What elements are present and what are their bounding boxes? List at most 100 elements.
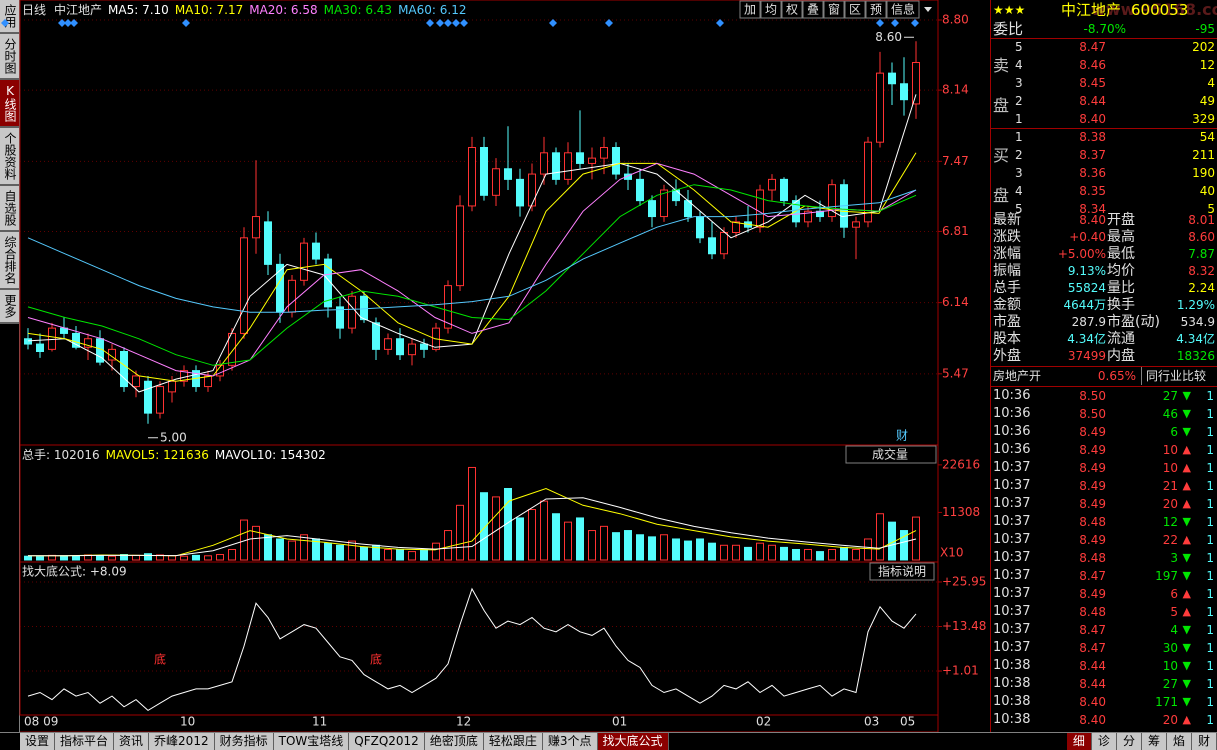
right-tab[interactable]: 细 <box>1066 733 1092 750</box>
candle-body <box>420 343 428 350</box>
book-volume: 211 <box>1192 148 1215 162</box>
trade-volume: 46 <box>1162 407 1178 421</box>
stat-value: 55824 <box>1067 281 1106 295</box>
sector-name: 房地产开 <box>993 369 1042 383</box>
volume-bar <box>24 555 32 561</box>
stat-value: 8.32 <box>1188 264 1215 278</box>
volume-bar <box>264 534 272 561</box>
toolbar-button[interactable] <box>781 0 803 19</box>
bottom-tab[interactable]: 赚3个点 <box>542 733 598 750</box>
stat-label: 外盘 <box>993 348 1021 364</box>
trade-arrow: ▲ <box>1182 497 1191 510</box>
toolbar-button[interactable] <box>886 0 920 19</box>
bottom-tab[interactable]: TOW宝塔线 <box>273 733 350 750</box>
bottom-tab[interactable]: 绝密顶底 <box>424 733 484 750</box>
trade-arrow: ▲ <box>1182 587 1191 600</box>
candle-body <box>576 152 584 164</box>
bottom-tab[interactable]: 指标平台 <box>55 733 115 750</box>
trade-volume: 10 <box>1162 443 1178 457</box>
toolbar-button[interactable] <box>823 0 845 19</box>
side-tab[interactable]: 分时图 <box>0 34 19 80</box>
stat-label: 市盈 <box>993 314 1021 330</box>
watermark: www.95168.com <box>1091 0 1217 19</box>
book-row: 3 8.36 190 <box>991 164 1217 182</box>
side-tab[interactable]: K线图 <box>0 80 19 128</box>
trade-row: 10:37 8.49 10 ▲ 1 <box>991 459 1217 477</box>
trade-count: 1 <box>1206 461 1214 475</box>
toolbar-button[interactable] <box>760 0 782 19</box>
trade-count: 1 <box>1206 497 1214 511</box>
signal-diamond <box>426 19 434 27</box>
toolbar-button[interactable] <box>802 0 824 19</box>
trade-row: 10:37 8.49 22 ▲ 1 <box>991 531 1217 549</box>
trade-time: 10:37 <box>993 604 1031 619</box>
right-tab[interactable]: 财 <box>1191 733 1217 750</box>
selector[interactable] <box>845 445 937 464</box>
price-annotation: 5.00 <box>160 430 187 444</box>
toolbar-button[interactable] <box>739 0 761 19</box>
signal-diamond <box>549 19 557 27</box>
stat-row: 金额 4644万 换手 1.29% <box>991 297 1217 314</box>
book-price: 8.38 <box>1079 130 1106 144</box>
volume-bar <box>720 544 728 561</box>
trade-row: 10:37 8.48 12 ▼ 1 <box>991 513 1217 531</box>
selector-label: 成交量 <box>872 447 908 462</box>
stat-value: 4644万 <box>1063 298 1106 312</box>
toolbar-button[interactable] <box>865 0 887 19</box>
book-level: 2 <box>1015 148 1023 162</box>
bottom-tab[interactable]: 财务指标 <box>214 733 274 750</box>
volume-bar <box>648 536 656 561</box>
trade-volume: 20 <box>1162 713 1178 727</box>
candle-body <box>456 205 464 287</box>
trade-arrow: ▲ <box>1182 533 1191 546</box>
bottom-tab[interactable]: 找大底公式 <box>597 733 669 750</box>
bottom-tab[interactable]: QFZQ2012 <box>349 733 425 750</box>
right-tab[interactable]: 分 <box>1116 733 1142 750</box>
trade-volume: 3 <box>1170 551 1178 565</box>
trade-price: 8.47 <box>1079 623 1106 637</box>
volume-bar <box>708 542 716 561</box>
trade-count: 1 <box>1206 605 1214 619</box>
right-tab[interactable]: 诊 <box>1091 733 1117 750</box>
toolbar-button[interactable] <box>844 0 866 19</box>
trade-time: 10:36 <box>993 442 1031 457</box>
trade-arrow: ▼ <box>1182 407 1191 420</box>
x-tick-label: 11 <box>312 715 327 729</box>
bottom-tab[interactable]: 轻松跟庄 <box>483 733 543 750</box>
x-tick-label: 10 <box>180 715 195 729</box>
bottom-tab[interactable]: 乔峰2012 <box>149 733 215 750</box>
candle-body <box>864 141 872 223</box>
trade-row: 10:37 8.47 30 ▼ 1 <box>991 639 1217 657</box>
candle-body <box>204 375 212 388</box>
stat-value: +0.40 <box>1069 230 1106 244</box>
candle-body <box>876 72 884 143</box>
trade-count: 1 <box>1206 623 1214 637</box>
side-tab[interactable]: 自选股 <box>0 186 19 232</box>
side-tab[interactable]: 个股资料 <box>0 128 19 186</box>
side-tab[interactable]: 更多 <box>0 290 19 324</box>
bottom-tab[interactable]: 设置 <box>20 733 56 750</box>
toolbar-label: 叠 <box>807 3 819 17</box>
volume-bar <box>636 534 644 561</box>
trade-arrow: ▼ <box>1182 695 1191 708</box>
y-tick-label: 8.80 <box>942 13 969 27</box>
book-level: 5 <box>1015 40 1023 54</box>
stat-value: +5.00% <box>1057 247 1106 261</box>
stat-label: 流通 <box>1107 331 1135 347</box>
stat-label: 最低 <box>1107 246 1135 262</box>
y-tick-label: +25.95 <box>942 574 986 588</box>
right-tab[interactable]: 焰 <box>1166 733 1192 750</box>
sector-pct: 0.65% <box>1097 369 1136 383</box>
trade-volume: 12 <box>1162 515 1178 529</box>
right-tab[interactable]: 筹 <box>1141 733 1167 750</box>
trade-price: 8.40 <box>1079 695 1106 709</box>
sector-compare: 同行业比较 <box>1141 367 1210 385</box>
x-tick-label: 01 <box>612 715 627 729</box>
stock-name: 中江地产 <box>1061 1 1122 19</box>
candle-body <box>480 147 488 196</box>
mavol-line <box>28 497 917 557</box>
side-tab[interactable]: 综合排名 <box>0 232 19 290</box>
bottom-tab[interactable]: 资讯 <box>114 733 150 750</box>
stat-row: 股本 4.34亿 流通 4.34亿 <box>991 331 1217 348</box>
help-button[interactable] <box>869 562 935 581</box>
